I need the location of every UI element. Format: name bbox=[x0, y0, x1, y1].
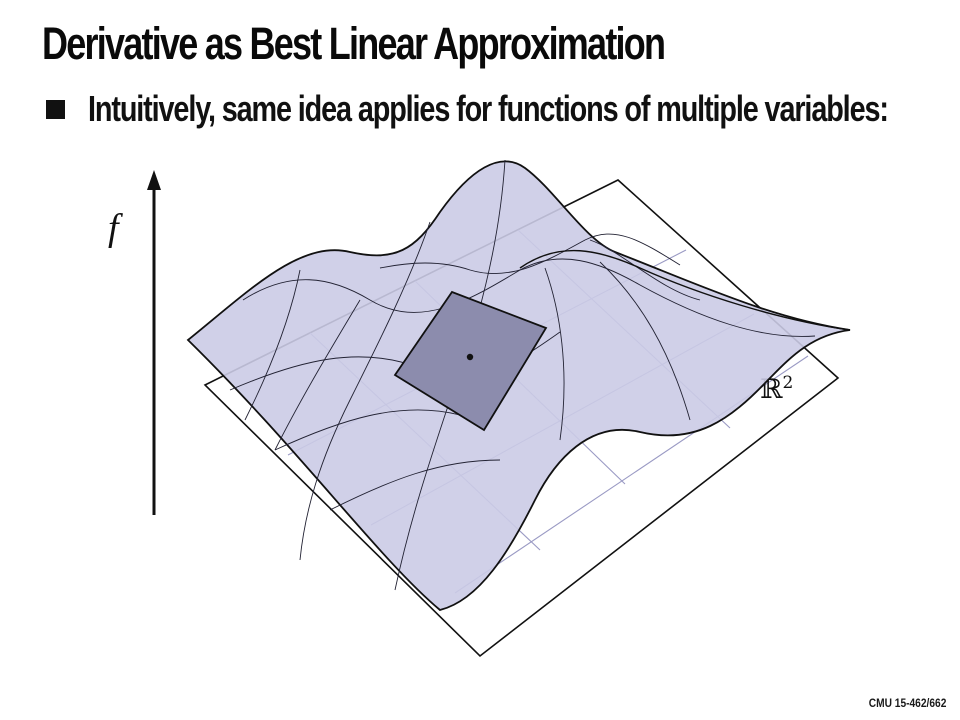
f-axis-arrowhead-icon bbox=[147, 170, 161, 190]
domain-label-exponent: 2 bbox=[782, 373, 793, 393]
slide-title: Derivative as Best Linear Approximation bbox=[42, 18, 666, 69]
bullet-square-icon bbox=[46, 100, 65, 119]
tangent-plane bbox=[393, 290, 548, 432]
function-surface bbox=[186, 159, 851, 611]
bullet-text: Intuitively, same idea applies for funct… bbox=[88, 88, 889, 129]
f-axis-label: f bbox=[108, 207, 123, 249]
tangent-point bbox=[466, 353, 474, 361]
course-footer: CMU 15-462/662 bbox=[868, 696, 946, 710]
